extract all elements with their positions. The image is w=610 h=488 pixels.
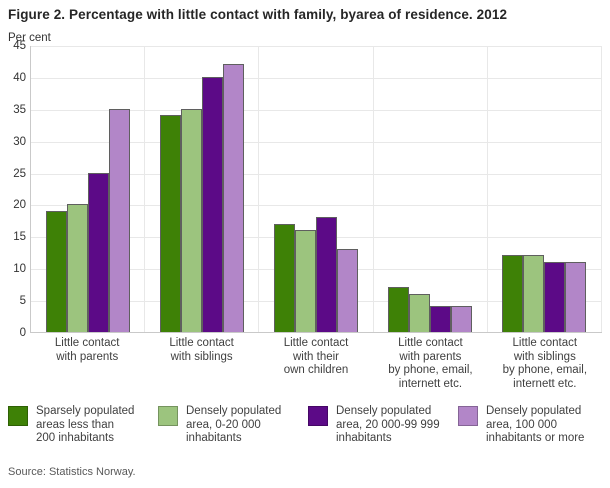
gridline bbox=[31, 173, 602, 175]
legend-swatch bbox=[458, 406, 478, 426]
bar bbox=[159, 115, 181, 332]
y-axis-tick-label: 35 bbox=[13, 103, 26, 116]
bar bbox=[337, 249, 358, 332]
y-axis-tick-label: 10 bbox=[13, 263, 26, 276]
bar bbox=[274, 224, 295, 332]
figure-title: Figure 2. Percentage with little contact… bbox=[8, 7, 508, 22]
gridline bbox=[31, 205, 602, 207]
y-axis-tick-label: 15 bbox=[13, 231, 26, 244]
gridline bbox=[31, 46, 602, 47]
legend-label: Densely populated area, 0-20 000 inhabit… bbox=[186, 405, 282, 444]
category-panel bbox=[145, 46, 260, 332]
legend-item: Sparsely populated areas less than 200 i… bbox=[8, 405, 158, 446]
y-axis-tick-label: 5 bbox=[19, 295, 26, 308]
legend-swatch bbox=[8, 406, 28, 426]
bar bbox=[180, 109, 202, 332]
x-axis-category-label: Little contact with their own children bbox=[283, 337, 349, 376]
bar bbox=[87, 173, 109, 332]
y-axis-tick-label: 45 bbox=[13, 40, 26, 52]
gridline bbox=[31, 141, 602, 143]
legend-label: Sparsely populated areas less than 200 i… bbox=[36, 405, 135, 444]
category-panel bbox=[259, 46, 374, 332]
legend-item: Densely populated area, 100 000 inhabita… bbox=[458, 405, 608, 446]
bar bbox=[388, 287, 410, 332]
bar bbox=[544, 262, 566, 332]
legend-swatch bbox=[158, 406, 178, 426]
source-note: Source: Statistics Norway. bbox=[8, 466, 136, 478]
y-axis-tick-label: 30 bbox=[13, 135, 26, 148]
x-axis-category-label: Little contact with parents by phone, em… bbox=[388, 337, 473, 390]
y-axis-tick-label: 25 bbox=[13, 167, 26, 180]
gridline bbox=[31, 77, 602, 79]
category-panel bbox=[374, 46, 488, 332]
y-axis-tick-label: 20 bbox=[13, 199, 26, 212]
legend-label: Densely populated area, 100 000 inhabita… bbox=[486, 405, 585, 444]
legend-item: Densely populated area, 20 000-99 999 in… bbox=[308, 405, 458, 446]
bar bbox=[523, 255, 545, 332]
y-axis-tick-label: 40 bbox=[13, 71, 26, 84]
chart-legend: Sparsely populated areas less than 200 i… bbox=[8, 405, 604, 446]
bar bbox=[316, 217, 337, 332]
bar bbox=[295, 230, 316, 332]
legend-item: Densely populated area, 0-20 000 inhabit… bbox=[158, 405, 308, 446]
x-axis-category-label: Little contact with siblings by phone, e… bbox=[502, 337, 588, 390]
bar bbox=[451, 306, 473, 332]
bar bbox=[45, 211, 67, 332]
bar bbox=[222, 64, 244, 332]
bar bbox=[66, 204, 88, 332]
bar-chart: 0 5 10 15 20 25 30 35 40 45 bbox=[8, 40, 604, 339]
gridline bbox=[31, 109, 602, 111]
category-panel bbox=[488, 46, 603, 332]
bar bbox=[409, 294, 431, 332]
legend-swatch bbox=[308, 406, 328, 426]
y-axis-unit-label: Per cent bbox=[8, 32, 51, 44]
category-panel bbox=[31, 46, 146, 332]
bar bbox=[201, 77, 223, 332]
bar bbox=[565, 262, 587, 332]
x-axis-labels: Little contact with parents Little contac… bbox=[30, 337, 602, 391]
bar bbox=[430, 306, 452, 332]
bar bbox=[108, 109, 130, 332]
y-axis-tick-label: 0 bbox=[19, 327, 26, 339]
plot-area bbox=[30, 46, 603, 333]
legend-label: Densely populated area, 20 000-99 999 in… bbox=[336, 405, 440, 444]
bar bbox=[502, 255, 524, 332]
x-axis-category-label: Little contact with siblings bbox=[169, 337, 234, 363]
x-axis-category-label: Little contact with parents bbox=[54, 337, 120, 363]
y-axis: 0 5 10 15 20 25 30 35 40 45 bbox=[8, 40, 30, 339]
